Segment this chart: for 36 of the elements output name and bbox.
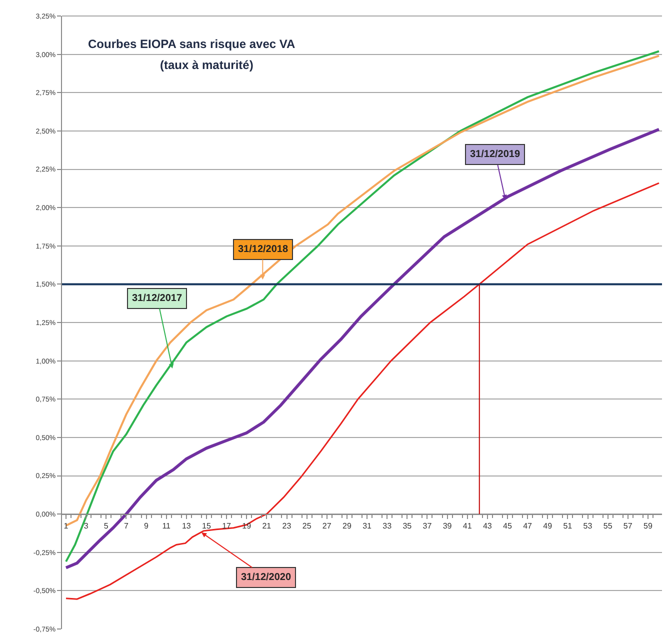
x-tick-label: 43 bbox=[482, 522, 492, 531]
x-tick-label: 15 bbox=[202, 522, 212, 531]
annotation: 31/12/2019 bbox=[470, 149, 520, 160]
text: (taux à maturité) bbox=[160, 58, 254, 72]
x-tick-label: 49 bbox=[543, 522, 553, 531]
x-tick-label: 3 bbox=[84, 522, 89, 531]
x-tick-label: 47 bbox=[523, 522, 533, 531]
x-tick-label: 55 bbox=[603, 522, 613, 531]
x-tick-label: 9 bbox=[144, 522, 150, 531]
x-tick-label: 53 bbox=[583, 522, 593, 531]
x-tick-label: 23 bbox=[282, 522, 292, 531]
x-tick-label: 45 bbox=[503, 522, 512, 531]
x-tick-label: 57 bbox=[623, 522, 633, 531]
text: Courbes EIOPA sans risque avec VA bbox=[88, 37, 296, 51]
x-tick-label: 5 bbox=[104, 522, 109, 531]
x-tick-label: 27 bbox=[322, 522, 332, 531]
annotation: 31/12/2020 bbox=[241, 572, 292, 583]
annotation: 31/12/2017 bbox=[132, 293, 182, 304]
x-tick-label: 39 bbox=[442, 522, 452, 531]
x-tick-label: 31 bbox=[362, 522, 372, 531]
x-tick-label: 51 bbox=[563, 522, 573, 531]
x-tick-label: 21 bbox=[262, 522, 272, 531]
x-tick-label: 35 bbox=[402, 522, 412, 531]
x-tick-label: 29 bbox=[342, 522, 352, 531]
annotation: 31/12/2018 bbox=[238, 244, 288, 255]
x-tick-label: 11 bbox=[162, 522, 172, 531]
x-tick-label: 25 bbox=[302, 522, 312, 531]
x-tick-label: 13 bbox=[182, 522, 192, 531]
line-series bbox=[65, 182, 660, 600]
x-tick-label: 33 bbox=[382, 522, 392, 531]
x-tick-label: 59 bbox=[643, 522, 653, 531]
line-series bbox=[64, 128, 660, 570]
x-tick-label: 41 bbox=[462, 522, 472, 531]
x-tick-label: 37 bbox=[422, 522, 432, 531]
x-tick-label: 7 bbox=[124, 522, 129, 531]
x-tick-label: 1 bbox=[64, 522, 69, 531]
